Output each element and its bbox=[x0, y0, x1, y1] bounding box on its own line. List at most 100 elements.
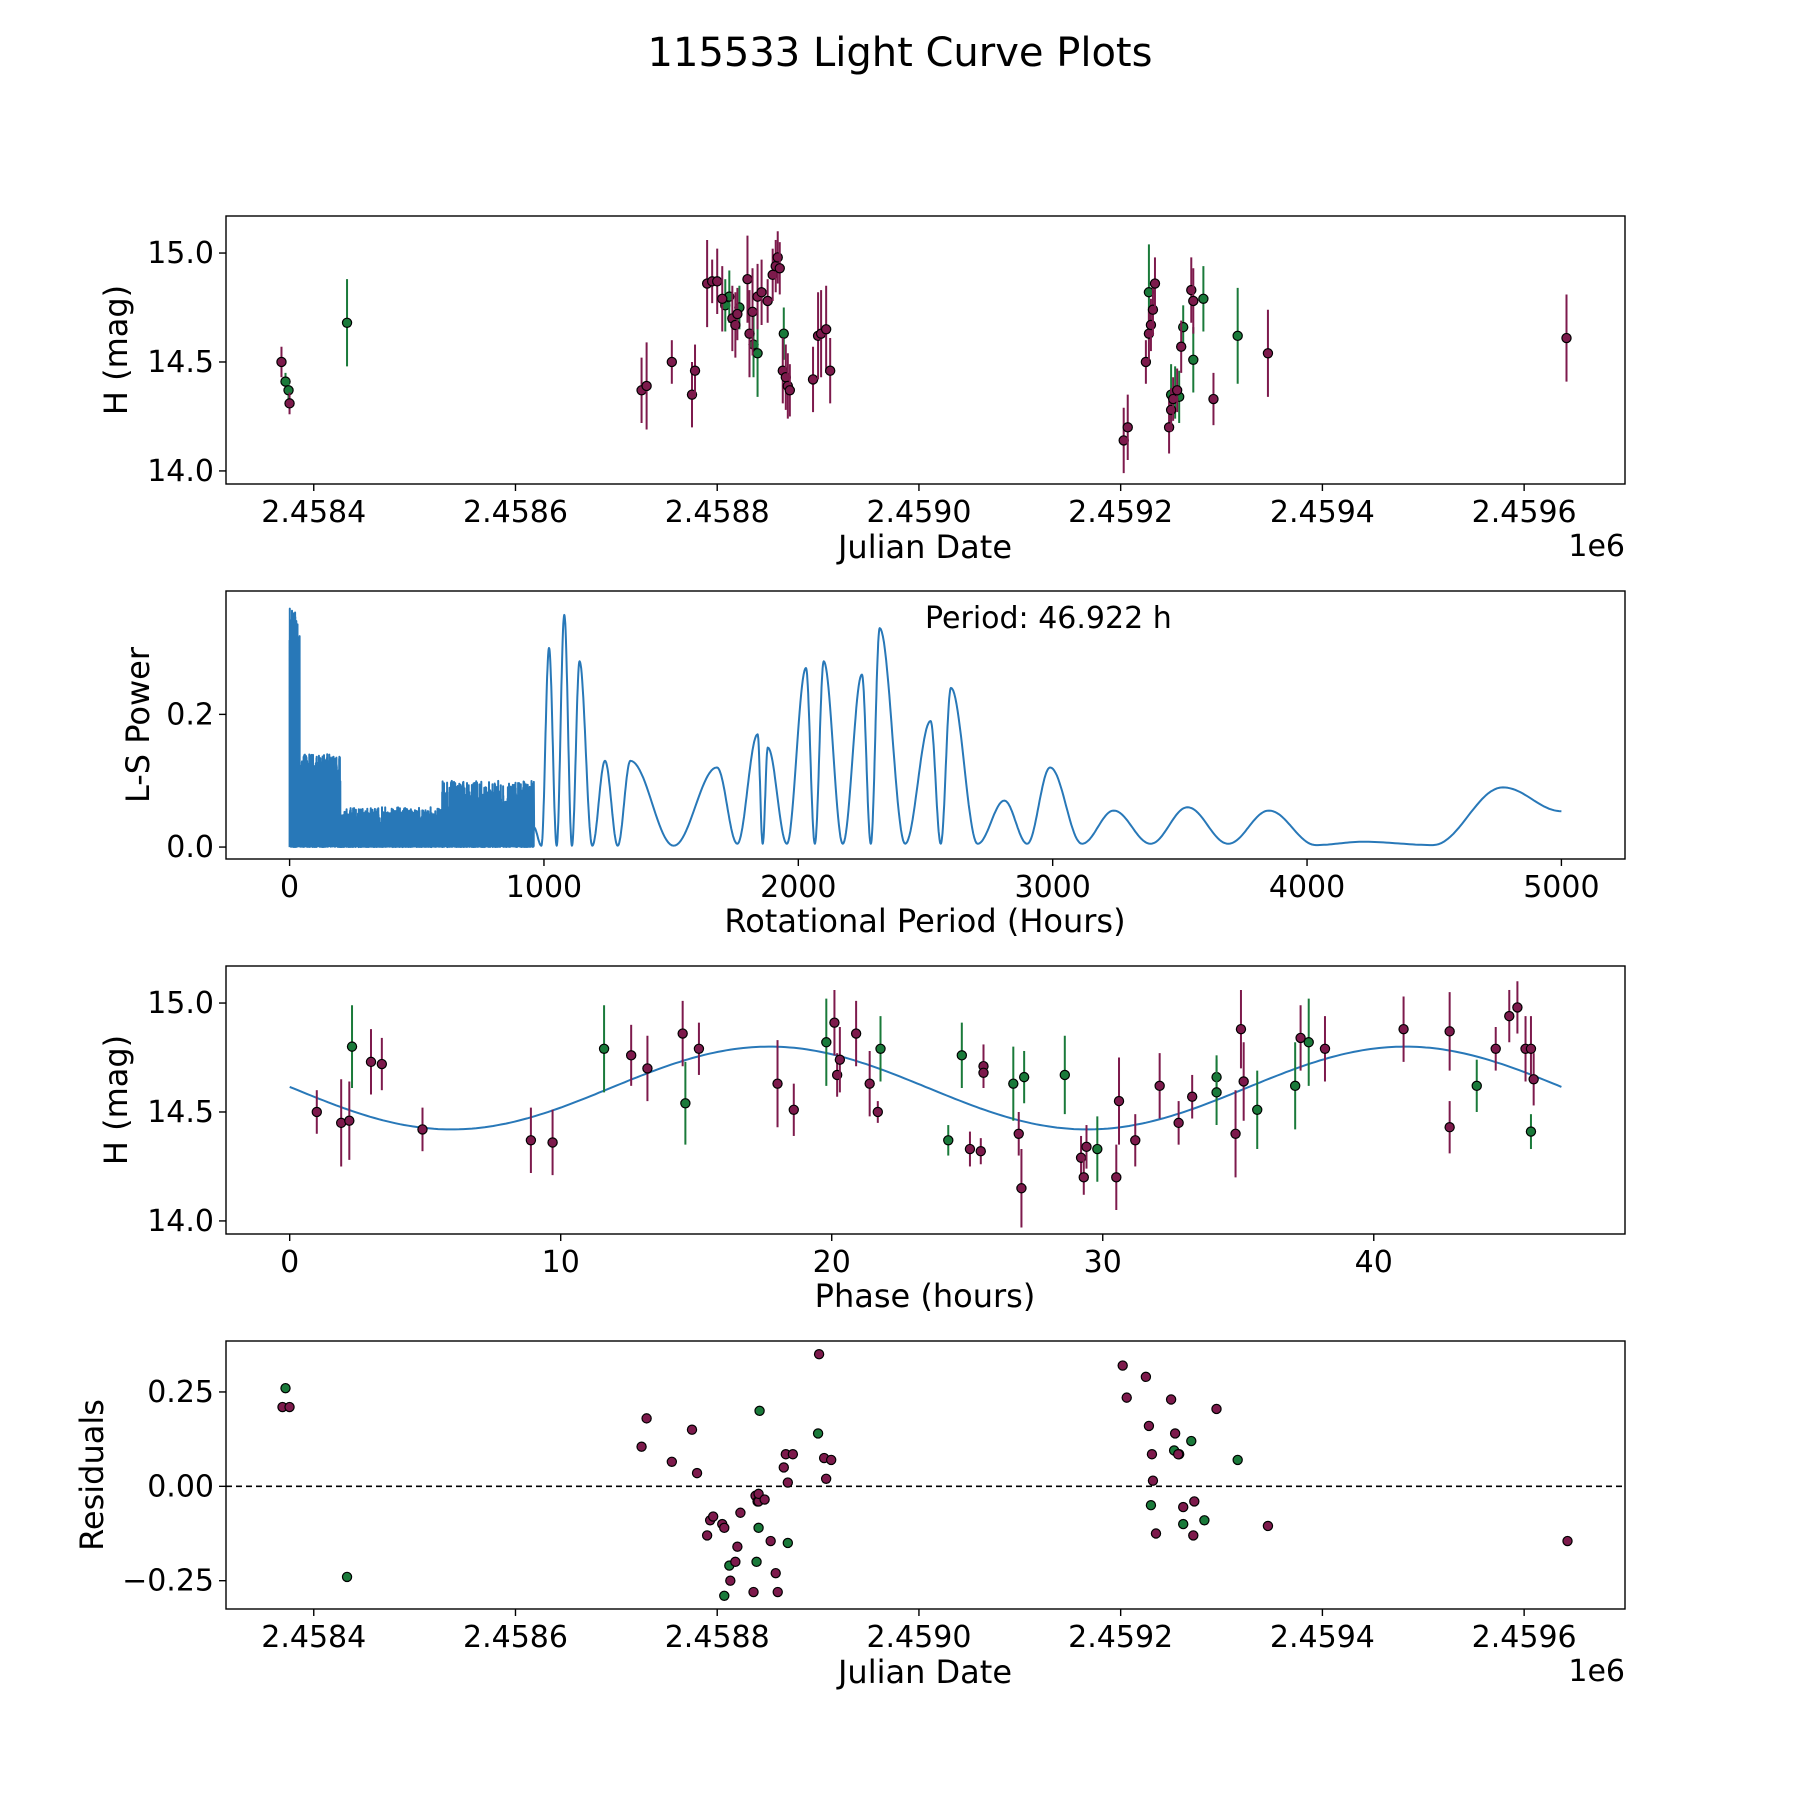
phased-point-red bbox=[1528, 1074, 1539, 1085]
lightcurve-point-red bbox=[689, 365, 701, 376]
residuals-ylabel: Residuals bbox=[73, 1399, 111, 1551]
lightcurve-point-red bbox=[641, 380, 652, 392]
phased-point-red bbox=[1235, 1023, 1247, 1035]
panel-lightcurve: 2.4584 2.4586 2.4588 2.4590 2.4592 2.4594 2.45… bbox=[97, 215, 1626, 566]
phased-point-red bbox=[417, 1124, 428, 1135]
phased-point-red bbox=[1319, 1043, 1331, 1054]
phased-point-red bbox=[829, 1017, 840, 1028]
phased-xlabel: Phase (hours) bbox=[815, 1277, 1036, 1315]
lightcurve-point-green bbox=[1198, 293, 1209, 304]
phased-ylabel: H (mag) bbox=[97, 1035, 135, 1165]
periodogram-xlabel: Rotational Period (Hours) bbox=[724, 902, 1125, 940]
lightcurve-ticks: 2.4584 2.4586 2.4588 2.4590 2.4592 2.4594 2.45… bbox=[147, 236, 1576, 530]
phased-point-red bbox=[625, 1050, 637, 1061]
residuals-point-red bbox=[1188, 1530, 1199, 1541]
periodogram-xtick-label: 1000 bbox=[506, 870, 582, 905]
lightcurve-point-red bbox=[732, 308, 743, 320]
residuals-point-red bbox=[1178, 1501, 1189, 1513]
phased-point-red bbox=[772, 1078, 783, 1089]
residuals-ytick-label: −0.25 bbox=[122, 1564, 214, 1599]
phased-point-green bbox=[1018, 1071, 1030, 1083]
lightcurve-point-red bbox=[276, 356, 287, 368]
periodogram-xtick-label: 2000 bbox=[760, 870, 836, 905]
lightcurve-point-red bbox=[1262, 348, 1274, 359]
residuals-point-red bbox=[1562, 1535, 1573, 1547]
phased-point-red bbox=[975, 1146, 986, 1157]
lightcurve-point-green bbox=[1188, 354, 1199, 366]
phased-xtick-label: 20 bbox=[813, 1245, 851, 1280]
lightcurve-point-red bbox=[717, 293, 728, 304]
residuals-point-red bbox=[707, 1511, 719, 1522]
residuals-point-green bbox=[753, 1522, 764, 1534]
phased-marks bbox=[289, 981, 1562, 1228]
phased-model-curve bbox=[289, 1045, 1562, 1131]
residuals-point-red bbox=[725, 1575, 736, 1586]
residuals-point-red bbox=[759, 1494, 770, 1505]
lightcurve-ytick-label: 14.0 bbox=[147, 454, 214, 489]
phased-point-red bbox=[1173, 1117, 1184, 1129]
phased-point-red bbox=[344, 1115, 355, 1126]
lightcurve-offset-label: 1e6 bbox=[1568, 529, 1625, 564]
phased-point-green bbox=[1211, 1087, 1222, 1098]
phased-ytick-label: 15.0 bbox=[147, 986, 214, 1021]
lightcurve-point-red bbox=[1122, 422, 1133, 433]
residuals-point-green bbox=[1199, 1515, 1210, 1526]
lightcurve-marks bbox=[276, 231, 1572, 474]
lightcurve-axes-frame bbox=[225, 215, 1626, 485]
residuals-point-green bbox=[754, 1405, 765, 1417]
phased-point-red bbox=[1186, 1091, 1198, 1102]
lightcurve-point-red bbox=[1171, 385, 1183, 396]
lightcurve-point-red bbox=[1208, 393, 1219, 405]
phased-xtick-label: 0 bbox=[280, 1245, 299, 1280]
phased-ytick-label: 14.5 bbox=[147, 1095, 214, 1130]
lightcurve-point-red bbox=[807, 374, 819, 385]
residuals-point-red bbox=[636, 1441, 647, 1452]
lightcurve-xtick-label: 2.4584 bbox=[261, 495, 366, 530]
periodogram-ticks: 0 1000 2000 3000 4000 5000 0.0 0.2 bbox=[166, 697, 1599, 905]
lightcurve-point-red bbox=[824, 365, 836, 376]
residuals-point-red bbox=[1147, 1475, 1159, 1486]
residuals-point-red bbox=[1172, 1449, 1184, 1460]
lightcurve-point-green bbox=[1232, 330, 1243, 342]
phased-point-green bbox=[1252, 1104, 1263, 1116]
lightcurve-point-red bbox=[1175, 341, 1187, 352]
residuals-point-green bbox=[280, 1382, 291, 1394]
residuals-point-green bbox=[1178, 1518, 1189, 1530]
lightcurve-point-green bbox=[778, 328, 789, 339]
figure-title: 115533 Light Curve Plots bbox=[648, 30, 1153, 76]
residuals-xtick-label: 2.4588 bbox=[665, 1620, 770, 1655]
periodogram-xtick-label: 5000 bbox=[1523, 870, 1599, 905]
residuals-point-red bbox=[1169, 1428, 1181, 1439]
lightcurve-xtick-label: 2.4588 bbox=[665, 495, 770, 530]
lightcurve-xtick-label: 2.4596 bbox=[1472, 495, 1577, 530]
phased-point-red bbox=[311, 1106, 322, 1118]
periodogram-axes-frame bbox=[225, 590, 1626, 860]
phased-point-green bbox=[1289, 1080, 1301, 1092]
phased-point-red bbox=[964, 1143, 976, 1155]
phased-point-red bbox=[693, 1043, 705, 1054]
residuals-point-red bbox=[813, 1349, 825, 1360]
phased-point-red bbox=[850, 1028, 862, 1039]
phased-point-green bbox=[1092, 1143, 1103, 1155]
panel-phased: 0 10 20 30 40 14.0 14.5 15.0 Phase (hours) H (m… bbox=[97, 965, 1626, 1315]
phased-point-green bbox=[1008, 1078, 1019, 1089]
residuals-point-red bbox=[1262, 1520, 1274, 1532]
phased-point-green bbox=[1525, 1126, 1537, 1137]
residuals-point-red bbox=[1140, 1371, 1152, 1383]
phased-point-red bbox=[365, 1056, 377, 1068]
lightcurve-point-red bbox=[756, 287, 767, 298]
residuals-point-red bbox=[772, 1586, 783, 1598]
panel-periodogram: 0 1000 2000 3000 4000 5000 0.0 0.2 Period: 46.9… bbox=[119, 590, 1626, 940]
phased-xtick-label: 30 bbox=[1084, 1245, 1122, 1280]
lightcurve-point-red bbox=[1163, 422, 1175, 433]
lightcurve-point-green bbox=[341, 317, 353, 328]
period-annotation: Period: 46.922 h bbox=[925, 601, 1172, 636]
residuals-xtick-label: 2.4596 bbox=[1472, 1620, 1577, 1655]
lightcurve-point-red bbox=[784, 385, 796, 396]
lightcurve-point-red bbox=[1561, 332, 1572, 344]
phased-point-red bbox=[1398, 1023, 1409, 1035]
lightcurve-point-red bbox=[1145, 319, 1157, 331]
phased-point-red bbox=[677, 1028, 688, 1039]
phased-point-red bbox=[1512, 1002, 1523, 1013]
